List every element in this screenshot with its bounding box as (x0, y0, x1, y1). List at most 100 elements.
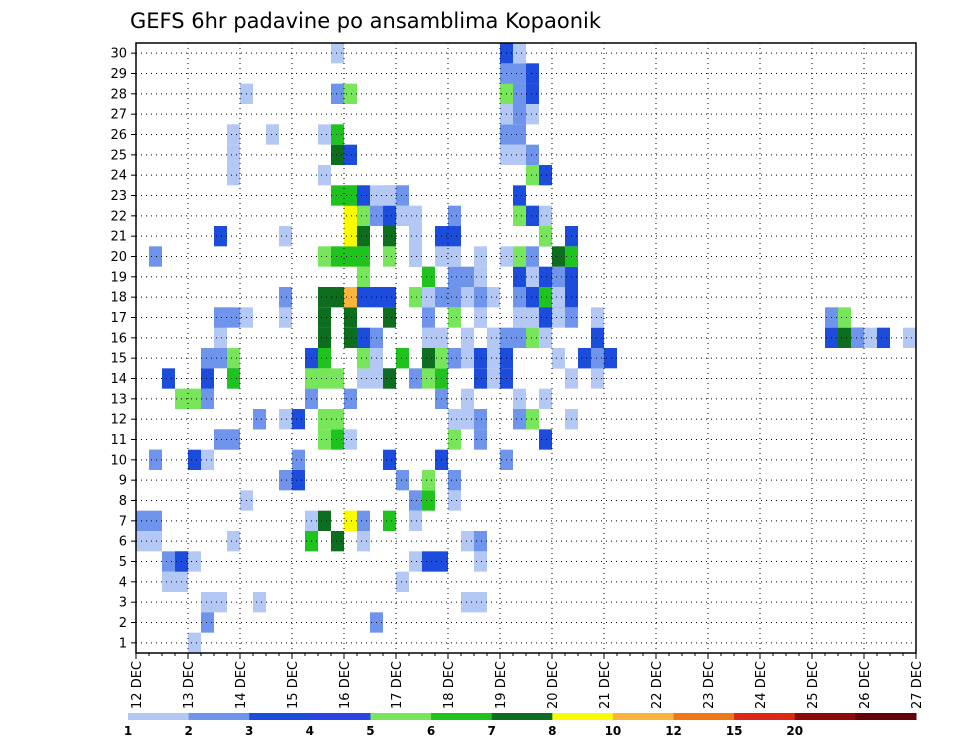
heatmap-cell (279, 226, 292, 247)
heatmap-cell (331, 531, 344, 552)
heatmap-cell (409, 205, 422, 226)
heatmap-cell (539, 165, 552, 186)
heatmap-cell (513, 266, 526, 287)
heatmap-cell (344, 246, 357, 267)
heatmap-cell (474, 266, 487, 287)
legend-swatch (128, 713, 190, 720)
heatmap-cell (409, 368, 422, 389)
heatmap-cell (214, 348, 227, 369)
legend-label: 4 (306, 724, 314, 738)
heatmap-cell (331, 409, 344, 430)
y-tick-label: 9 (119, 474, 127, 489)
heatmap-cell (357, 266, 370, 287)
heatmap-cell (344, 226, 357, 247)
heatmap-cell (383, 368, 396, 389)
heatmap-cell (513, 327, 526, 348)
legend-swatch (794, 713, 856, 720)
heatmap-cell (474, 246, 487, 267)
heatmap-cell (214, 226, 227, 247)
heatmap-cell (331, 124, 344, 145)
heatmap-cell (474, 429, 487, 450)
y-tick-label: 21 (110, 230, 127, 245)
heatmap-cell (461, 287, 474, 308)
heatmap-cell (201, 368, 214, 389)
x-tick-label: 26 DEC (858, 661, 873, 709)
heatmap-cell (227, 144, 240, 165)
x-tick-label: 19 DEC (494, 661, 509, 709)
heatmap-cell (396, 571, 409, 592)
heatmap-cell (357, 348, 370, 369)
heatmap-cell (539, 307, 552, 328)
heatmap-cell (838, 327, 851, 348)
y-tick-label: 20 (110, 250, 127, 265)
heatmap-cell (461, 266, 474, 287)
heatmap-cell (201, 612, 214, 633)
heatmap-cell (513, 287, 526, 308)
heatmap-cell (851, 327, 864, 348)
heatmap-cell (474, 592, 487, 613)
heatmap-cell (552, 266, 565, 287)
heatmap-cell (513, 124, 526, 145)
legend-swatch (309, 713, 371, 720)
heatmap-cell (487, 327, 500, 348)
heatmap-cell (396, 470, 409, 491)
legend-label: 6 (427, 724, 435, 738)
heatmap-cell (409, 226, 422, 247)
heatmap-cell (357, 531, 370, 552)
heatmap-cell (357, 510, 370, 531)
y-tick-label: 12 (110, 413, 127, 428)
x-tick-label: 12 DEC (130, 661, 145, 709)
heatmap-cell (513, 63, 526, 84)
x-tick-label: 23 DEC (702, 661, 717, 709)
heatmap-cell (279, 470, 292, 491)
heatmap-cell (539, 327, 552, 348)
heatmap-cell (409, 246, 422, 267)
heatmap-cell (513, 205, 526, 226)
chart-title: GEFS 6hr padavine po ansamblima Kopaonik (130, 9, 602, 33)
heatmap-cell (539, 388, 552, 409)
x-tick-label: 13 DEC (182, 661, 197, 709)
y-tick-label: 24 (110, 169, 127, 184)
heatmap-cell (201, 449, 214, 470)
heatmap-cell (227, 368, 240, 389)
x-tick-label: 27 DEC (910, 661, 925, 709)
heatmap-cell (422, 470, 435, 491)
heatmap-cell (474, 348, 487, 369)
heatmap-cell (344, 429, 357, 450)
heatmap-cell (422, 348, 435, 369)
heatmap-cell (539, 266, 552, 287)
heatmap-cell (188, 632, 201, 653)
color-legend: 1 2 3 4 5 6 7 8 10 12 15 20 (124, 713, 917, 738)
heatmap-cell (422, 327, 435, 348)
heatmap-cell (552, 348, 565, 369)
heatmap-cell (448, 470, 461, 491)
x-tick-label: 20 DEC (546, 661, 561, 709)
heatmap-cell (526, 63, 539, 84)
grid-lines (136, 43, 916, 653)
heatmap-cell (383, 185, 396, 206)
heatmap-cell (331, 185, 344, 206)
heatmap-cell (526, 287, 539, 308)
heatmap-cell (474, 307, 487, 328)
legend-swatch (612, 713, 675, 720)
heatmap-cell (591, 307, 604, 328)
heatmap-cell (318, 287, 331, 308)
heatmap-cell (318, 327, 331, 348)
heatmap-cell (279, 307, 292, 328)
y-tick-label: 28 (110, 87, 127, 102)
heatmap-cell (214, 592, 227, 613)
heatmap-cell (513, 43, 526, 64)
heatmap-cell (318, 307, 331, 328)
heatmap-cell (513, 246, 526, 267)
x-tick-label: 14 DEC (234, 661, 249, 709)
heatmap-cell (318, 124, 331, 145)
heatmap-cell (552, 287, 565, 308)
heatmap-cell (383, 510, 396, 531)
heatmap-cell (266, 124, 279, 145)
y-tick-label: 17 (110, 311, 127, 326)
heatmap-cell (526, 246, 539, 267)
legend-label: 12 (665, 724, 682, 738)
heatmap-cell (292, 470, 305, 491)
heatmap-cell (409, 287, 422, 308)
heatmap-cell (409, 510, 422, 531)
